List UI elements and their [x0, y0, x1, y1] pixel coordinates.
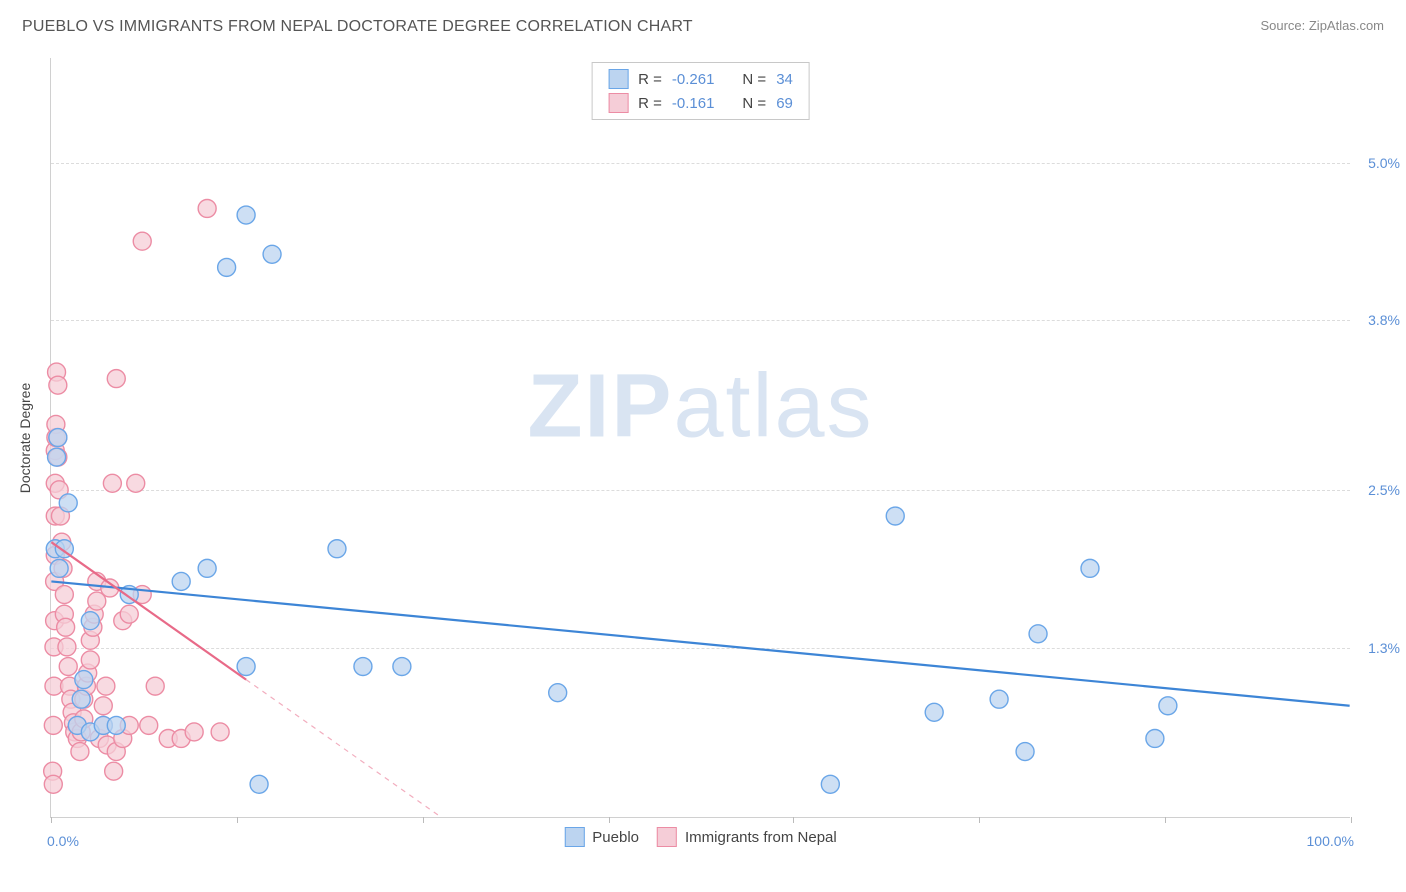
- legend-row-nepal: R = -0.161 N = 69: [592, 91, 809, 115]
- swatch-pueblo: [564, 827, 584, 847]
- r-value-pueblo: -0.261: [672, 71, 715, 88]
- point-pueblo: [48, 448, 66, 466]
- point-pueblo: [198, 559, 216, 577]
- swatch-nepal: [608, 93, 628, 113]
- point-nepal: [146, 677, 164, 695]
- legend-label-pueblo: Pueblo: [592, 829, 639, 846]
- point-pueblo: [263, 245, 281, 263]
- point-pueblo: [1159, 697, 1177, 715]
- n-label: N =: [742, 71, 766, 88]
- trendline-dashed-nepal: [246, 680, 441, 817]
- legend-label-nepal: Immigrants from Nepal: [685, 829, 837, 846]
- x-axis-max-label: 100.0%: [1307, 833, 1354, 849]
- point-pueblo: [549, 684, 567, 702]
- point-nepal: [71, 743, 89, 761]
- point-nepal: [55, 586, 73, 604]
- n-label: N =: [742, 95, 766, 112]
- swatch-nepal: [657, 827, 677, 847]
- x-axis-min-label: 0.0%: [47, 833, 79, 849]
- chart-area: Doctorate Degree ZIPatlas 1.3%2.5%3.8%5.…: [50, 58, 1350, 818]
- x-tick: [1351, 817, 1352, 823]
- x-tick: [979, 817, 980, 823]
- n-value-pueblo: 34: [776, 71, 793, 88]
- header: PUEBLO VS IMMIGRANTS FROM NEPAL DOCTORAT…: [0, 0, 1406, 42]
- point-pueblo: [990, 690, 1008, 708]
- point-nepal: [44, 716, 62, 734]
- point-pueblo: [107, 716, 125, 734]
- point-nepal: [211, 723, 229, 741]
- n-value-nepal: 69: [776, 95, 793, 112]
- point-pueblo: [218, 258, 236, 276]
- x-tick: [609, 817, 610, 823]
- point-pueblo: [237, 658, 255, 676]
- point-nepal: [57, 618, 75, 636]
- point-pueblo: [1029, 625, 1047, 643]
- legend-item-pueblo: Pueblo: [564, 827, 639, 847]
- point-pueblo: [354, 658, 372, 676]
- trendline-nepal: [51, 542, 246, 679]
- y-tick-label: 3.8%: [1356, 312, 1400, 328]
- point-nepal: [44, 775, 62, 793]
- x-tick: [423, 817, 424, 823]
- point-nepal: [107, 370, 125, 388]
- point-nepal: [103, 474, 121, 492]
- y-axis-title: Doctorate Degree: [17, 382, 33, 493]
- legend-series: Pueblo Immigrants from Nepal: [564, 827, 836, 847]
- r-value-nepal: -0.161: [672, 95, 715, 112]
- point-nepal: [58, 638, 76, 656]
- point-pueblo: [50, 559, 68, 577]
- point-nepal: [120, 605, 138, 623]
- point-pueblo: [49, 429, 67, 447]
- point-nepal: [105, 762, 123, 780]
- point-pueblo: [81, 612, 99, 630]
- point-pueblo: [72, 690, 90, 708]
- point-pueblo: [250, 775, 268, 793]
- y-tick-label: 1.3%: [1356, 640, 1400, 656]
- point-pueblo: [1016, 743, 1034, 761]
- point-nepal: [49, 376, 67, 394]
- source-label: Source: ZipAtlas.com: [1260, 18, 1384, 33]
- x-tick: [237, 817, 238, 823]
- point-nepal: [127, 474, 145, 492]
- scatter-plot: [51, 58, 1350, 817]
- point-pueblo: [328, 540, 346, 558]
- point-pueblo: [1146, 729, 1164, 747]
- y-tick-label: 2.5%: [1356, 482, 1400, 498]
- point-nepal: [81, 651, 99, 669]
- point-pueblo: [172, 572, 190, 590]
- swatch-pueblo: [608, 69, 628, 89]
- point-nepal: [198, 200, 216, 218]
- legend-row-pueblo: R = -0.261 N = 34: [592, 67, 809, 91]
- point-pueblo: [59, 494, 77, 512]
- point-pueblo: [237, 206, 255, 224]
- x-tick: [1165, 817, 1166, 823]
- chart-title: PUEBLO VS IMMIGRANTS FROM NEPAL DOCTORAT…: [22, 18, 693, 36]
- point-pueblo: [1081, 559, 1099, 577]
- point-pueblo: [821, 775, 839, 793]
- r-label: R =: [638, 95, 662, 112]
- legend-item-nepal: Immigrants from Nepal: [657, 827, 837, 847]
- r-label: R =: [638, 71, 662, 88]
- point-nepal: [140, 716, 158, 734]
- point-pueblo: [393, 658, 411, 676]
- trendline-pueblo: [51, 581, 1349, 705]
- point-pueblo: [75, 671, 93, 689]
- legend-correlation: R = -0.261 N = 34 R = -0.161 N = 69: [591, 62, 810, 120]
- point-nepal: [133, 232, 151, 250]
- point-pueblo: [925, 703, 943, 721]
- y-tick-label: 5.0%: [1356, 155, 1400, 171]
- x-tick: [793, 817, 794, 823]
- point-nepal: [59, 658, 77, 676]
- point-nepal: [94, 697, 112, 715]
- point-nepal: [97, 677, 115, 695]
- x-tick: [51, 817, 52, 823]
- point-pueblo: [886, 507, 904, 525]
- point-nepal: [185, 723, 203, 741]
